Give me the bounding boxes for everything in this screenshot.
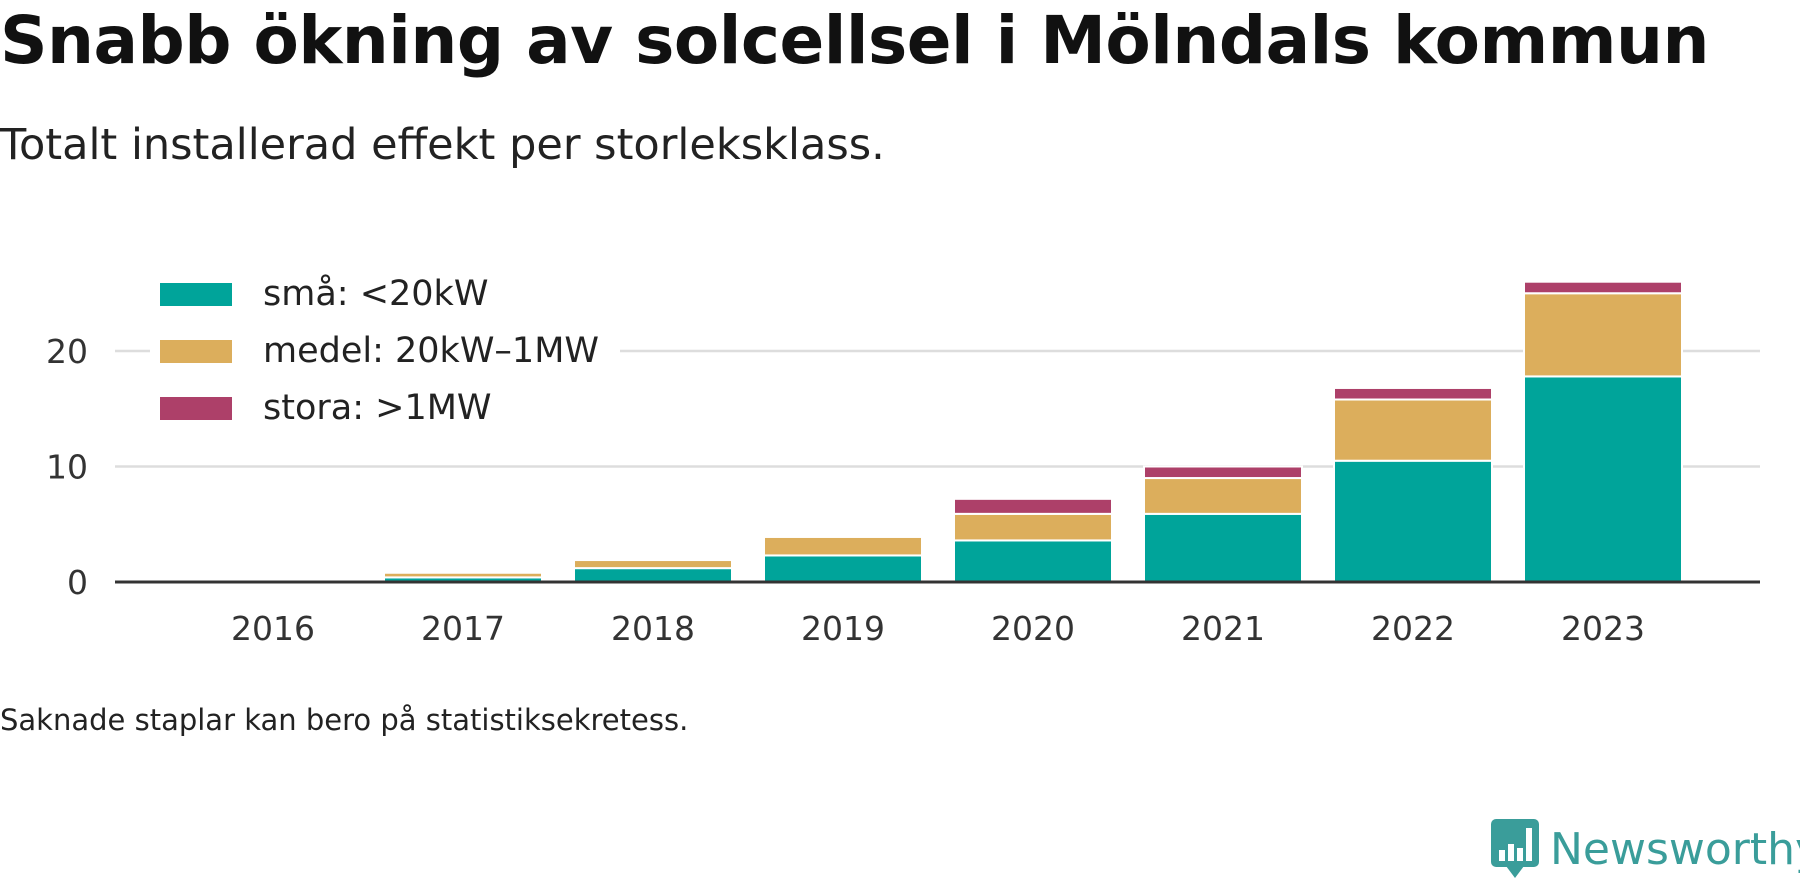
logo-text: Newsworthy [1550, 823, 1800, 875]
legend-label: medel: 20kW–1MW [263, 331, 599, 371]
bar-segment-medium [953, 512, 1113, 542]
chart-subtitle: Totalt installerad effekt per storlekskl… [0, 120, 885, 170]
legend-swatch [160, 397, 232, 420]
y-tick-label: 10 [46, 448, 88, 487]
x-tick-label: 2020 [991, 609, 1075, 648]
bar-segment-medium [1523, 292, 1683, 378]
bar-segment-small [573, 567, 733, 584]
bar-segment-small [763, 554, 923, 583]
newsworthy-logo-icon [1491, 819, 1539, 878]
bar-segment-small [1333, 459, 1493, 584]
bar-segment-medium [1333, 398, 1493, 462]
bar-segment-large [1333, 386, 1493, 401]
bar-segment-small [1523, 375, 1683, 583]
bar-segment-medium [383, 571, 543, 579]
bar-segment-small [1143, 512, 1303, 583]
y-tick-label: 0 [67, 563, 88, 602]
bar-segment-medium [763, 535, 923, 557]
x-tick-label: 2017 [421, 609, 505, 648]
chart-title: Snabb ökning av solcellsel i Mölndals ko… [0, 2, 1710, 79]
x-tick-label: 2023 [1561, 609, 1645, 648]
bar-segment-large [1523, 280, 1683, 295]
x-tick-label: 2022 [1371, 609, 1455, 648]
legend-label: små: <20kW [263, 273, 488, 314]
bar-segment-medium [1143, 477, 1303, 515]
x-tick-label: 2019 [801, 609, 885, 648]
bar-segment-medium [573, 559, 733, 570]
legend-swatch [160, 340, 232, 363]
bar-segment-large [953, 497, 1113, 515]
x-tick-label: 2018 [611, 609, 695, 648]
legend-swatch [160, 283, 232, 306]
y-tick-label: 20 [46, 332, 88, 371]
bar-segment-large [1143, 465, 1303, 480]
x-tick-label: 2016 [231, 609, 315, 648]
footnote: Saknade staplar kan bero på statistiksek… [0, 703, 689, 737]
legend-label: stora: >1MW [263, 388, 492, 428]
bar-segment-small [953, 539, 1113, 583]
stacked-bar-chart: 0 10 20 2016 2017 2018 2019 2020 2021 2022 2023 små… [46, 273, 1760, 648]
newsworthy-logo: Newsworthy [1490, 818, 1800, 880]
x-tick-label: 2021 [1181, 609, 1265, 648]
